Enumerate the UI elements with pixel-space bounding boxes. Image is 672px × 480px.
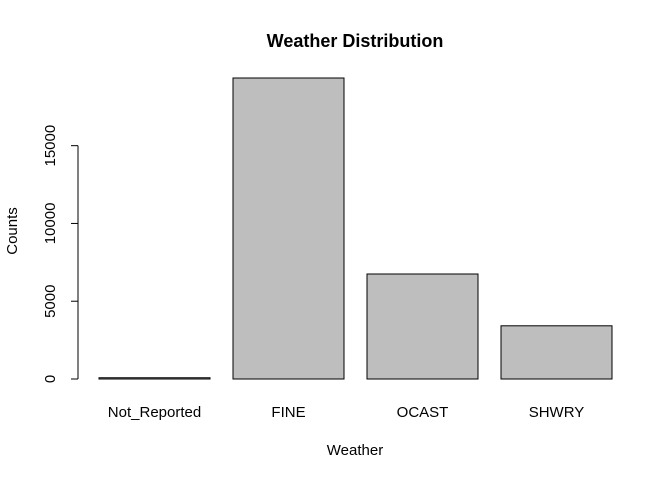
x-tick-label: Not_Reported [108, 404, 201, 421]
bar-not-reported [98, 377, 211, 380]
y-axis-label: Counts [4, 207, 21, 255]
x-tick-labels: Not_Reported FINE OCAST SHWRY [108, 404, 584, 421]
bar-ocast [366, 273, 479, 380]
y-tick-label: 15000 [42, 125, 59, 167]
x-tick-label: FINE [271, 404, 305, 421]
x-tick-label: OCAST [397, 404, 449, 421]
bar-fine [232, 77, 345, 380]
bars-group [98, 77, 613, 380]
chart-title: Weather Distribution [267, 31, 444, 51]
x-tick-label: SHWRY [529, 404, 585, 421]
bar-shwry [500, 325, 613, 380]
y-axis: 0 5000 10000 15000 [42, 125, 79, 383]
y-tick-label: 5000 [42, 285, 59, 318]
x-axis-label: Weather [327, 442, 383, 459]
y-tick-label: 10000 [42, 203, 59, 245]
y-tick-label: 0 [42, 375, 59, 383]
